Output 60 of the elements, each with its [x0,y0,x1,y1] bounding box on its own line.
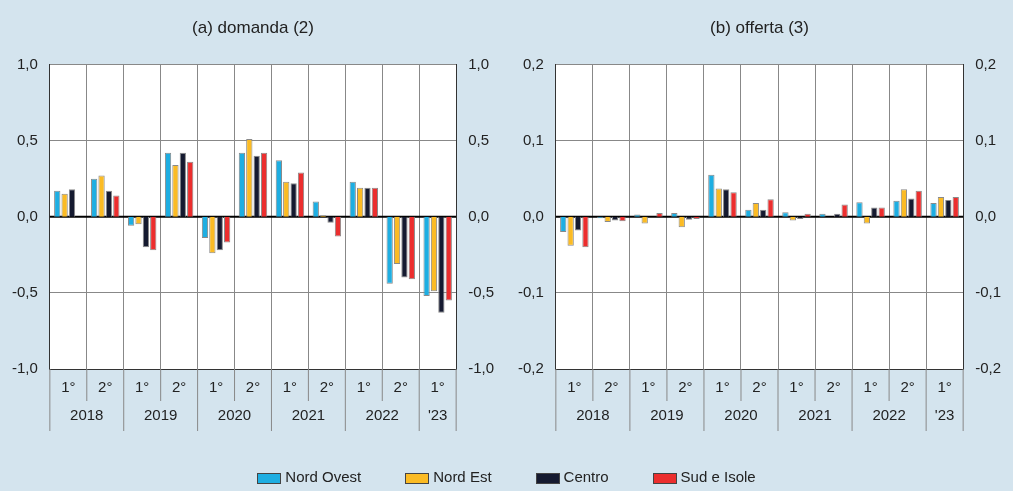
text: 2020 [217,406,252,424]
chart-title: (b) offerta (3) [710,17,809,37]
legend-label: Nord Est [432,468,492,485]
x-tick-label: 2° [393,378,408,396]
x-tick-label: 2° [826,378,841,396]
y2-tick-label: -0,2 [975,359,1002,377]
y-tick-label: -0,1 [517,282,544,300]
text: 2019 [143,406,178,424]
text: '23 [427,406,448,424]
x-tick-label: 2° [171,378,187,396]
text: 2020 [724,406,758,424]
x-tick-label: 1° [61,378,76,396]
x-tick-label: 2° [604,378,619,396]
y2-tick-label: 0,2 [975,54,997,72]
y-tick-label: 1,0 [16,54,38,72]
legend-label: Nord Ovest [284,468,362,485]
x-tick-label: 2° [319,378,335,396]
text: 2018 [70,406,104,424]
text: '23 [934,406,955,424]
x-tick-label: 1° [715,378,730,396]
x-tick-label: 2° [678,378,693,396]
x-tick-label: 1° [567,378,582,396]
x-tick-label: 1° [430,378,445,396]
y2-tick-label: 0,1 [975,130,997,148]
legend-label: Centro [562,468,609,485]
text: 2019 [650,406,684,424]
text: 2022 [872,406,906,424]
y-tick-label: 0,0 [16,206,38,224]
y-tick-label: 0,2 [522,54,544,72]
y-tick-label: 0,5 [16,130,38,148]
chart-title: (a) domanda (2) [192,17,314,37]
y2-tick-label: -0,1 [975,282,1002,300]
x-tick-label: 1° [135,378,150,396]
y-tick-label: 0,1 [522,130,544,148]
x-tick-label: 1° [208,378,224,396]
x-tick-label: 2° [245,378,261,396]
x-tick-label: 2° [752,378,767,396]
x-tick-label: 2° [98,378,113,396]
x-tick-label: 1° [937,378,952,396]
x-tick-label: 2° [900,378,915,396]
y2-tick-label: -1,0 [468,359,495,377]
text: 2018 [576,406,610,424]
x-tick-label: 1° [789,378,804,396]
y-tick-label: -1,0 [11,359,38,377]
y-tick-label: -0,5 [11,282,38,300]
y-tick-label: 0,0 [522,206,544,224]
legend-label: Sud e Isole [679,468,756,485]
y2-tick-label: 0,5 [468,130,490,148]
x-tick-label: 1° [863,378,878,396]
x-tick-label: 1° [282,378,298,396]
y2-tick-label: -0,5 [468,282,495,300]
y2-tick-label: 1,0 [468,54,490,72]
x-tick-label: 1° [641,378,656,396]
y2-tick-label: 0,0 [975,206,997,224]
text: 2022 [365,406,399,424]
y-tick-label: -0,2 [517,359,544,377]
y2-tick-label: 0,0 [468,206,490,224]
text: 2021 [798,406,832,424]
text: 2021 [291,406,326,424]
x-tick-label: 1° [356,378,371,396]
